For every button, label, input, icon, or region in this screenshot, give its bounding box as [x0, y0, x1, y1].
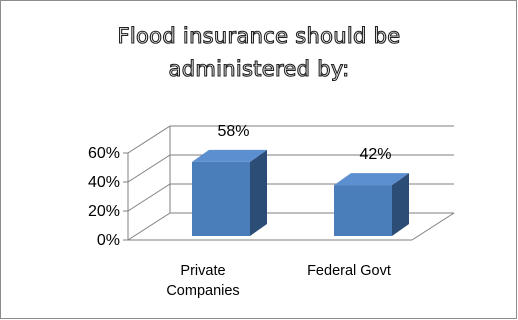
category-label-0-1: Companies — [166, 283, 239, 299]
data-label-0: 58% — [217, 123, 249, 140]
gridline-side-2 — [127, 154, 171, 183]
bar-front-1 — [334, 185, 392, 236]
bar-top-1 — [334, 173, 409, 186]
bar-side-0 — [250, 149, 267, 236]
category-label-1-0: Federal Govt — [307, 263, 391, 279]
y-tick-label-0: 0% — [97, 232, 120, 249]
bar-1 — [334, 173, 409, 236]
bar-0 — [192, 149, 267, 236]
gridline-side-1 — [127, 183, 171, 212]
gridline-side-3 — [127, 125, 171, 154]
bar-side-1 — [392, 173, 409, 236]
floor-right-edge — [411, 212, 455, 241]
data-label-1: 42% — [359, 146, 391, 163]
chart-title-line-1: Flood insurance should be — [117, 23, 401, 48]
bar-front-0 — [192, 161, 250, 236]
y-tick-label-3: 60% — [88, 145, 120, 162]
y-tick-label-2: 40% — [88, 174, 120, 191]
y-tick-label-1: 20% — [88, 203, 120, 220]
bar-top-0 — [192, 149, 267, 162]
category-label-0-0: Private — [180, 263, 225, 279]
chart-title-line-2: administered by: — [168, 56, 350, 81]
gridline-side-0 — [127, 212, 171, 241]
chart-title: Flood insurance should be administered b… — [0, 20, 518, 86]
